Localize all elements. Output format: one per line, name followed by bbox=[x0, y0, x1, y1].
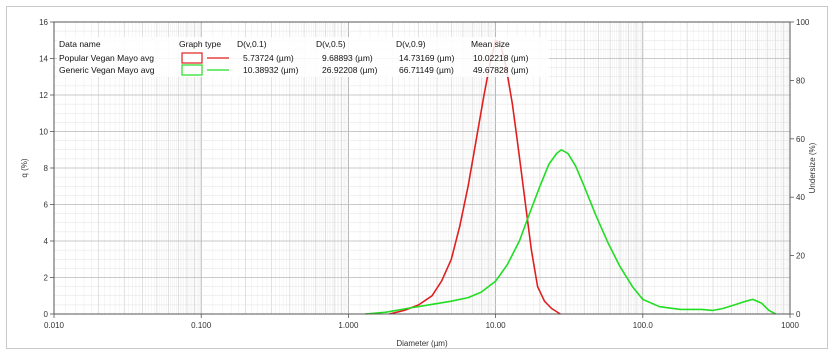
legend-row-1-mean: 10.02218 (µm) bbox=[473, 53, 529, 63]
particle-size-chart: 0.010 0.100 1.000 10.00 100.0 1000 0246810121… bbox=[20, 18, 817, 348]
y-left-tick-label: 12 bbox=[39, 91, 48, 100]
x-tick-label: 0.010 bbox=[44, 321, 65, 330]
x-axis-title: Diameter (µm) bbox=[396, 339, 448, 348]
y-right-tick-label: 80 bbox=[796, 76, 805, 85]
y-right-tick-label: 0 bbox=[796, 310, 801, 319]
x-tick-label: 1.000 bbox=[338, 321, 359, 330]
y-axis-left-ticks: 0 2 4 6 8 10 12 14 16 bbox=[39, 18, 54, 319]
y-axis-left-title: q (%) bbox=[20, 158, 29, 177]
legend-row-1-swatch bbox=[181, 52, 203, 64]
x-axis-ticks: 0.010 0.100 1.000 10.00 100.0 1000 bbox=[44, 314, 799, 330]
y-right-tick-label: 20 bbox=[796, 252, 805, 261]
legend-header-graph-type: Graph type bbox=[179, 39, 221, 49]
legend-row-1-name: Popular Vegan Mayo avg bbox=[59, 53, 154, 63]
legend-header-d90: D(v,0.9) bbox=[396, 39, 426, 49]
legend-row-2-d90: 66.71149 (µm) bbox=[399, 65, 454, 75]
legend-header-name: Data name bbox=[59, 39, 101, 49]
y-left-tick-label: 16 bbox=[39, 18, 48, 27]
legend-row-2-mean: 49.67828 (µm) bbox=[473, 65, 529, 75]
series-line-2 bbox=[365, 149, 777, 315]
y-right-tick-label: 60 bbox=[796, 135, 805, 144]
y-left-tick-label: 2 bbox=[44, 274, 49, 283]
y-left-tick-label: 8 bbox=[44, 164, 49, 173]
legend: Data name Graph type D(v,0.1) D(v,0.5) D… bbox=[57, 37, 549, 77]
legend-header-d50: D(v,0.5) bbox=[316, 39, 346, 49]
legend-row-2-swatch bbox=[181, 64, 203, 76]
y-right-tick-label: 40 bbox=[796, 193, 805, 202]
y-left-tick-label: 10 bbox=[39, 128, 48, 137]
legend-header-d10: D(v,0.1) bbox=[237, 39, 267, 49]
x-tick-label: 10.00 bbox=[486, 321, 507, 330]
y-left-tick-label: 6 bbox=[44, 201, 49, 210]
x-tick-label: 100.0 bbox=[633, 321, 654, 330]
y-left-tick-label: 4 bbox=[44, 237, 49, 246]
legend-header-mean: Mean size bbox=[471, 39, 510, 49]
y-axis-right-title: Undersize (%) bbox=[808, 142, 817, 193]
chart-frame: 0.010 0.100 1.000 10.00 100.0 1000 0 2 4 6 8 10 12 1… bbox=[6, 6, 828, 349]
y-right-tick-label: 100 bbox=[796, 18, 810, 27]
legend-row-2-name: Generic Vegan Mayo avg bbox=[59, 65, 155, 75]
y-axis-right-ticks: 0 20 40 60 80 100 bbox=[790, 18, 810, 319]
legend-row-2-d10: 10.38932 (µm) bbox=[243, 65, 299, 75]
x-tick-label: 1000 bbox=[781, 321, 799, 330]
y-left-tick-label: 14 bbox=[39, 55, 48, 64]
legend-row-1-d50: 9.68893 (µm) bbox=[322, 53, 373, 63]
legend-row-1-d90: 14.73169 (µm) bbox=[399, 53, 455, 63]
legend-row-1-d10: 5.73724 (µm) bbox=[243, 53, 294, 63]
x-tick-label: 0.100 bbox=[191, 321, 212, 330]
legend-background bbox=[57, 37, 549, 77]
legend-row-2-d50: 26.92208 (µm) bbox=[322, 65, 378, 75]
y-left-tick-label: 0 bbox=[44, 310, 49, 319]
